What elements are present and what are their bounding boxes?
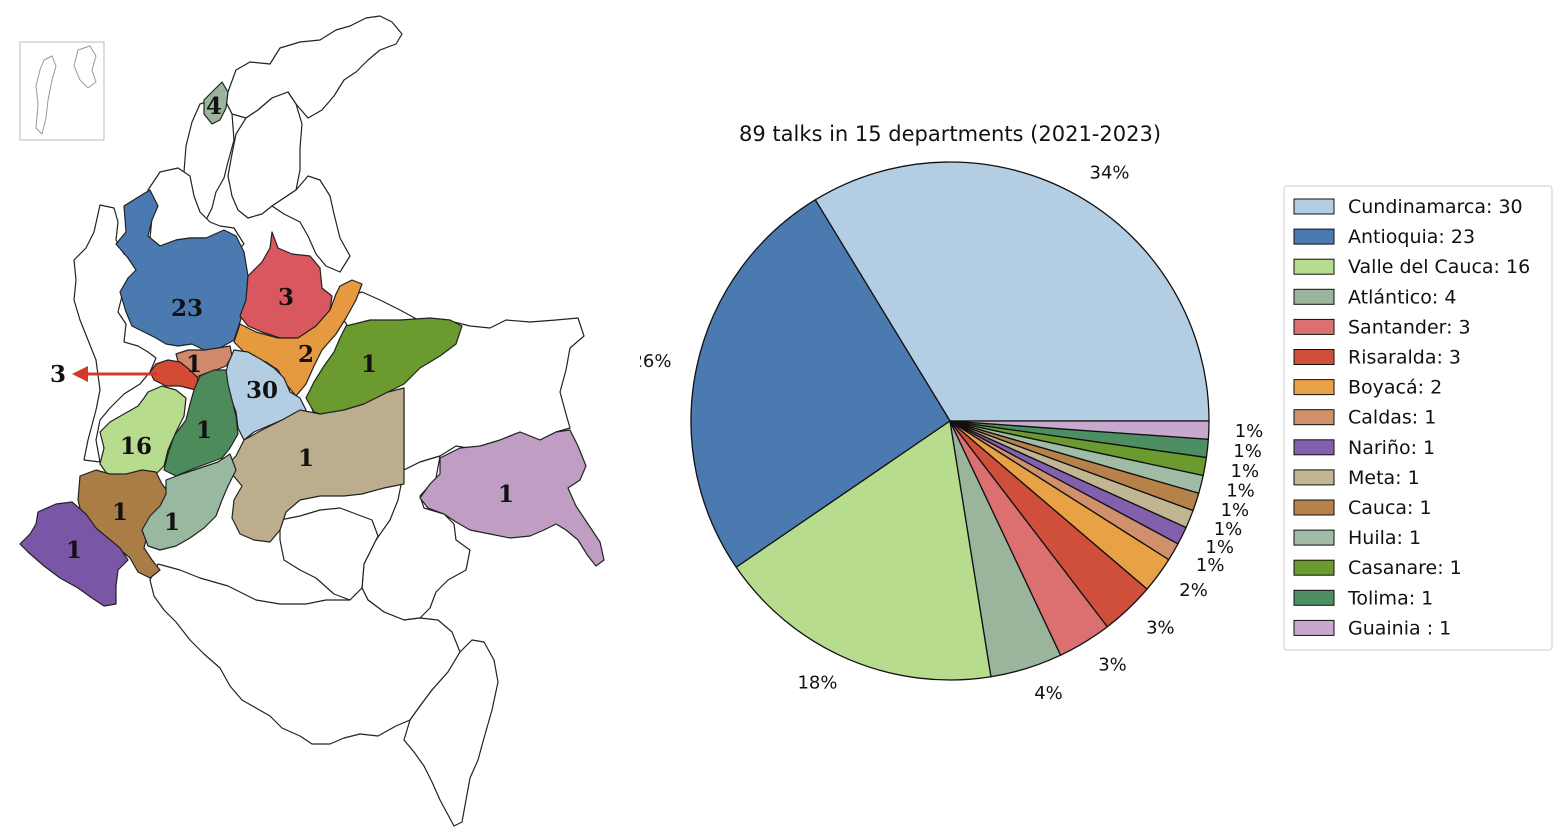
pie-percent-label: 1%: [1226, 481, 1255, 502]
pie-percent-label: 1%: [1221, 500, 1250, 521]
island-shape: [73, 45, 97, 89]
legend-swatch: [1293, 589, 1335, 606]
pie-percent-label: 18%: [797, 673, 837, 694]
legend-entry-label: Valle del Cauca: 16: [1348, 256, 1530, 278]
pie-percent-label: 1%: [1233, 441, 1262, 462]
region-guainia: [419, 429, 605, 567]
legend-entry-label: Santander: 3: [1348, 316, 1471, 338]
legend-swatch: [1293, 379, 1335, 396]
colored-departments: [19, 81, 605, 607]
legend-entry-label: Tolima: 1: [1347, 587, 1433, 609]
map-label-guainia: 1: [498, 481, 514, 508]
map-label-meta: 1: [298, 445, 314, 472]
legend-swatch: [1293, 499, 1335, 516]
region-atlantico: [203, 81, 229, 125]
callout-value: 3: [50, 361, 66, 388]
pie-percent-label: 4%: [1034, 683, 1063, 704]
map-label-cauca: 1: [112, 499, 128, 526]
risaralda-callout: 3: [50, 361, 158, 388]
island-shape: [35, 55, 57, 135]
pie-percent-label: 3%: [1098, 654, 1127, 675]
legend-entry-label: Cundinamarca: 30: [1348, 196, 1523, 218]
legend-entry-label: Antioquia: 23: [1348, 226, 1475, 248]
legend-swatch: [1293, 529, 1335, 546]
legend-frame: [1283, 185, 1553, 651]
map-label-antioquia: 23: [171, 295, 203, 322]
map-label-tolima: 1: [196, 417, 212, 444]
legend-swatch: [1293, 409, 1335, 426]
pie-percent-label: 2%: [1179, 580, 1208, 601]
legend: Cundinamarca: 30 Antioquia: 23 Valle del C…: [1283, 185, 1553, 651]
map-label-narino: 1: [66, 537, 82, 564]
pie-chart: 89 talks in 15 departments (2021-2023) 3…: [640, 122, 1553, 705]
legend-entry-label: Meta: 1: [1348, 467, 1420, 489]
chart-title: 89 talks in 15 departments (2021-2023): [739, 122, 1161, 146]
pie-percent-label: 26%: [640, 351, 672, 372]
legend-swatch: [1293, 258, 1335, 275]
legend-swatch: [1293, 559, 1335, 576]
pie-slice: [949, 420, 1210, 440]
pie-percent-label: 34%: [1090, 163, 1130, 184]
legend-entry-label: Cauca: 1: [1348, 497, 1432, 519]
map-label-caldas: 1: [186, 351, 202, 378]
pie-slices: [690, 161, 1210, 681]
legend-swatch: [1293, 469, 1335, 486]
map-label-valle-del-cauca: 16: [120, 433, 152, 460]
pie-slice: [690, 199, 951, 568]
islands-inset-box: [19, 41, 105, 141]
map-label-boyaca: 2: [298, 341, 314, 368]
map-label-atlantico: 4: [206, 93, 222, 120]
legend-entry-label: Guainia : 1: [1348, 617, 1451, 639]
map-label-casanare: 1: [361, 351, 377, 378]
legend-entry-label: Nariño: 1: [1348, 437, 1435, 459]
legend-swatch: [1293, 619, 1335, 636]
pie-slice: [735, 420, 992, 681]
region-huila: [141, 453, 237, 551]
pie-percent-label: 1%: [1214, 519, 1243, 540]
callout-arrow-head: [72, 366, 88, 382]
pie-percent-label: 1%: [1205, 537, 1234, 558]
legend-entry-label: Risaralda: 3: [1348, 347, 1461, 369]
map-label-huila: 1: [164, 509, 180, 536]
legend-entry-label: Casanare: 1: [1348, 557, 1462, 579]
legend-swatch: [1293, 318, 1335, 335]
map-labels: 4 23 3 2 1 1 30 1 16 1 1 1 1 1: [66, 93, 514, 564]
map-label-santander: 3: [278, 284, 294, 311]
legend-swatch: [1293, 198, 1335, 215]
legend-entry-label: Huila: 1: [1348, 527, 1421, 549]
legend-entry-label: Boyacá: 2: [1348, 377, 1442, 399]
legend-swatch: [1293, 288, 1335, 305]
colombia-map: 3 4 23 3 2 1 1 30 1 16 1 1 1 1 1: [19, 15, 605, 827]
legend-swatch: [1293, 439, 1335, 456]
region-narino: [19, 501, 129, 607]
pie-percent-label: 1%: [1196, 555, 1225, 576]
legend-entry-label: Caldas: 1: [1348, 407, 1436, 429]
pie-percent-label: 1%: [1231, 461, 1260, 482]
map-label-cundinamarca: 30: [246, 377, 278, 404]
legend-swatch: [1293, 349, 1335, 365]
pie-percent-labels: 34%26%18%4%3%3%2%1%1%1%1%1%1%1%1%: [640, 163, 1263, 705]
legend-entry-label: Atlántico: 4: [1348, 286, 1456, 308]
pie-percent-label: 3%: [1146, 618, 1175, 639]
region-antioquia: [115, 189, 249, 351]
pie-percent-label: 1%: [1235, 421, 1264, 442]
legend-swatch: [1293, 228, 1335, 245]
region-meta: [223, 387, 405, 543]
region-tolima: [163, 369, 239, 477]
pie-slice: [814, 161, 1210, 422]
